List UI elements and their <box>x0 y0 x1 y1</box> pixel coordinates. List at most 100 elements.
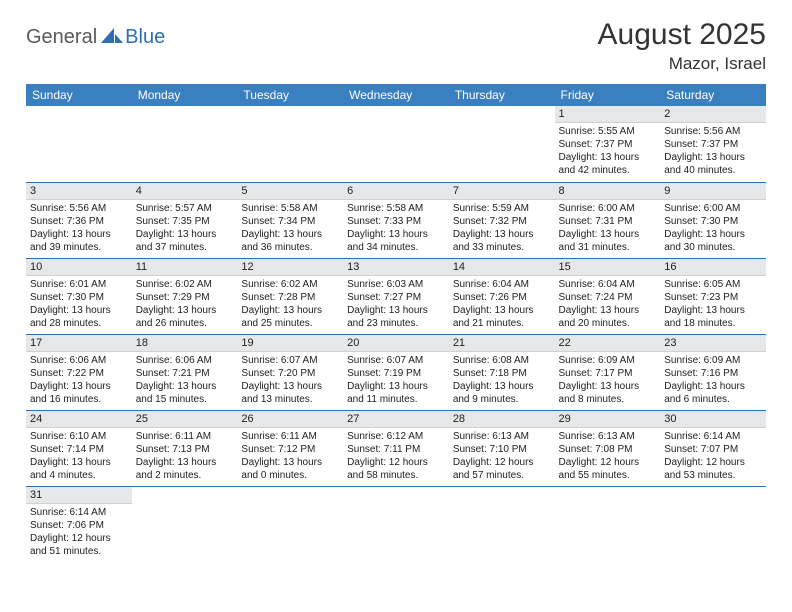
daylight-text: Daylight: 12 hours <box>664 456 762 469</box>
day-number: 26 <box>237 411 343 428</box>
daylight-text: Daylight: 12 hours <box>347 456 445 469</box>
day-details: Sunrise: 6:11 AMSunset: 7:13 PMDaylight:… <box>132 428 238 486</box>
daylight-text: Daylight: 12 hours <box>559 456 657 469</box>
day-details: Sunrise: 5:55 AMSunset: 7:37 PMDaylight:… <box>555 123 661 181</box>
daylight-text: Daylight: 13 hours <box>664 380 762 393</box>
daylight-text: and 15 minutes. <box>136 393 234 406</box>
day-number-empty <box>26 106 132 123</box>
calendar-cell <box>26 106 132 182</box>
calendar-cell: 1Sunrise: 5:55 AMSunset: 7:37 PMDaylight… <box>555 106 661 182</box>
day-details: Sunrise: 6:07 AMSunset: 7:19 PMDaylight:… <box>343 352 449 410</box>
day-number: 10 <box>26 259 132 276</box>
daylight-text: and 0 minutes. <box>241 469 339 482</box>
day-number: 27 <box>343 411 449 428</box>
calendar-cell: 23Sunrise: 6:09 AMSunset: 7:16 PMDayligh… <box>660 334 766 410</box>
day-number: 31 <box>26 487 132 504</box>
calendar-cell: 19Sunrise: 6:07 AMSunset: 7:20 PMDayligh… <box>237 334 343 410</box>
daylight-text: and 36 minutes. <box>241 241 339 254</box>
day-number: 22 <box>555 335 661 352</box>
daylight-text: Daylight: 13 hours <box>559 228 657 241</box>
daylight-text: and 18 minutes. <box>664 317 762 330</box>
calendar-cell: 2Sunrise: 5:56 AMSunset: 7:37 PMDaylight… <box>660 106 766 182</box>
calendar-cell: 26Sunrise: 6:11 AMSunset: 7:12 PMDayligh… <box>237 410 343 486</box>
daylight-text: and 55 minutes. <box>559 469 657 482</box>
calendar-cell <box>343 486 449 562</box>
calendar-cell: 28Sunrise: 6:13 AMSunset: 7:10 PMDayligh… <box>449 410 555 486</box>
day-details: Sunrise: 5:57 AMSunset: 7:35 PMDaylight:… <box>132 200 238 258</box>
day-details: Sunrise: 6:01 AMSunset: 7:30 PMDaylight:… <box>26 276 132 334</box>
calendar-cell: 11Sunrise: 6:02 AMSunset: 7:29 PMDayligh… <box>132 258 238 334</box>
calendar-cell <box>132 106 238 182</box>
day-details: Sunrise: 6:06 AMSunset: 7:21 PMDaylight:… <box>132 352 238 410</box>
weekday-header: Monday <box>132 84 238 106</box>
title-block: August 2025 Mazor, Israel <box>598 18 766 74</box>
day-details: Sunrise: 6:00 AMSunset: 7:31 PMDaylight:… <box>555 200 661 258</box>
sunrise-text: Sunrise: 6:04 AM <box>559 278 657 291</box>
sunset-text: Sunset: 7:37 PM <box>559 138 657 151</box>
sunset-text: Sunset: 7:10 PM <box>453 443 551 456</box>
day-number-empty <box>132 106 238 123</box>
daylight-text: and 21 minutes. <box>453 317 551 330</box>
sunset-text: Sunset: 7:06 PM <box>30 519 128 532</box>
day-number-empty <box>449 487 555 504</box>
daylight-text: Daylight: 13 hours <box>241 456 339 469</box>
calendar-row: 24Sunrise: 6:10 AMSunset: 7:14 PMDayligh… <box>26 410 766 486</box>
day-number: 17 <box>26 335 132 352</box>
sunset-text: Sunset: 7:33 PM <box>347 215 445 228</box>
daylight-text: Daylight: 13 hours <box>136 228 234 241</box>
daylight-text: and 53 minutes. <box>664 469 762 482</box>
day-details: Sunrise: 5:58 AMSunset: 7:33 PMDaylight:… <box>343 200 449 258</box>
calendar-row: 3Sunrise: 5:56 AMSunset: 7:36 PMDaylight… <box>26 182 766 258</box>
day-details: Sunrise: 6:13 AMSunset: 7:08 PMDaylight:… <box>555 428 661 486</box>
sunset-text: Sunset: 7:16 PM <box>664 367 762 380</box>
daylight-text: Daylight: 13 hours <box>453 228 551 241</box>
sunset-text: Sunset: 7:08 PM <box>559 443 657 456</box>
day-number: 16 <box>660 259 766 276</box>
day-number: 4 <box>132 183 238 200</box>
daylight-text: and 31 minutes. <box>559 241 657 254</box>
sunset-text: Sunset: 7:31 PM <box>559 215 657 228</box>
day-number: 3 <box>26 183 132 200</box>
weekday-header-row: SundayMondayTuesdayWednesdayThursdayFrid… <box>26 84 766 106</box>
sunrise-text: Sunrise: 6:11 AM <box>136 430 234 443</box>
daylight-text: and 16 minutes. <box>30 393 128 406</box>
sunset-text: Sunset: 7:07 PM <box>664 443 762 456</box>
daylight-text: and 40 minutes. <box>664 164 762 177</box>
calendar-cell: 20Sunrise: 6:07 AMSunset: 7:19 PMDayligh… <box>343 334 449 410</box>
day-details: Sunrise: 6:12 AMSunset: 7:11 PMDaylight:… <box>343 428 449 486</box>
daylight-text: Daylight: 13 hours <box>241 228 339 241</box>
sunset-text: Sunset: 7:17 PM <box>559 367 657 380</box>
daylight-text: and 4 minutes. <box>30 469 128 482</box>
logo: General Blue <box>26 18 165 49</box>
day-number: 12 <box>237 259 343 276</box>
day-number: 9 <box>660 183 766 200</box>
day-details: Sunrise: 5:56 AMSunset: 7:36 PMDaylight:… <box>26 200 132 258</box>
sunrise-text: Sunrise: 6:02 AM <box>136 278 234 291</box>
daylight-text: and 2 minutes. <box>136 469 234 482</box>
sunrise-text: Sunrise: 6:07 AM <box>347 354 445 367</box>
day-number: 29 <box>555 411 661 428</box>
daylight-text: Daylight: 13 hours <box>136 380 234 393</box>
sunrise-text: Sunrise: 6:05 AM <box>664 278 762 291</box>
day-number: 28 <box>449 411 555 428</box>
sunset-text: Sunset: 7:29 PM <box>136 291 234 304</box>
calendar-cell: 3Sunrise: 5:56 AMSunset: 7:36 PMDaylight… <box>26 182 132 258</box>
daylight-text: Daylight: 13 hours <box>30 228 128 241</box>
day-number-empty <box>237 106 343 123</box>
calendar-cell: 17Sunrise: 6:06 AMSunset: 7:22 PMDayligh… <box>26 334 132 410</box>
day-details: Sunrise: 6:14 AMSunset: 7:07 PMDaylight:… <box>660 428 766 486</box>
daylight-text: Daylight: 13 hours <box>664 151 762 164</box>
calendar-cell: 15Sunrise: 6:04 AMSunset: 7:24 PMDayligh… <box>555 258 661 334</box>
calendar-cell: 16Sunrise: 6:05 AMSunset: 7:23 PMDayligh… <box>660 258 766 334</box>
sunrise-text: Sunrise: 6:14 AM <box>664 430 762 443</box>
sunrise-text: Sunrise: 6:12 AM <box>347 430 445 443</box>
daylight-text: Daylight: 13 hours <box>241 380 339 393</box>
logo-text-general: General <box>26 26 97 49</box>
day-number: 7 <box>449 183 555 200</box>
sunrise-text: Sunrise: 6:02 AM <box>241 278 339 291</box>
daylight-text: Daylight: 13 hours <box>664 228 762 241</box>
sunrise-text: Sunrise: 5:56 AM <box>30 202 128 215</box>
calendar-cell <box>237 106 343 182</box>
weekday-header: Saturday <box>660 84 766 106</box>
calendar-cell <box>660 486 766 562</box>
